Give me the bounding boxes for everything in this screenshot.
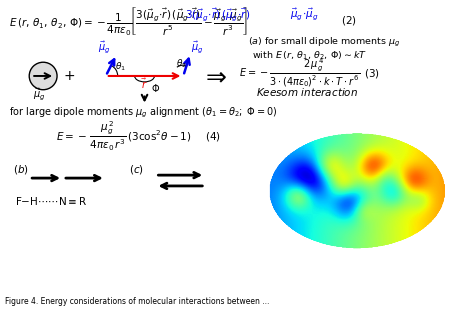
Text: $\vec{\mu}_g$: $\vec{\mu}_g$ [33,86,46,101]
Text: $E\,(r,\,\theta_1,\,\theta_2,\,\Phi) = -\dfrac{1}{4\pi\varepsilon_0}\!\left[\dfr: $E\,(r,\,\theta_1,\,\theta_2,\,\Phi) = -… [9,5,248,37]
Text: Figure 4. Energy considerations of molecular interactions between ...: Figure 4. Energy considerations of molec… [5,297,270,306]
Text: $\vec{r}$: $\vec{r}$ [141,77,148,91]
Text: F$-$H$\cdots\cdots$N$\equiv$R: F$-$H$\cdots\cdots$N$\equiv$R [15,195,88,207]
Text: $\theta_2$: $\theta_2$ [176,58,187,70]
Text: $\Rightarrow$: $\Rightarrow$ [201,64,228,88]
Text: $\vec{\mu}_g$: $\vec{\mu}_g$ [191,40,203,55]
Circle shape [29,62,57,90]
Text: $(4)$: $(4)$ [205,130,221,143]
Text: $\theta_1$: $\theta_1$ [115,61,126,73]
Text: $E = -\,\dfrac{\mu_g^{\,2}}{4\pi\varepsilon_0\,r^3}\,(3\cos^2\!\theta - 1)$: $E = -\,\dfrac{\mu_g^{\,2}}{4\pi\varepsi… [56,120,191,153]
Text: with $E\,(r,\,\theta_1,\,\theta_2,\,\Phi)\sim kT$: with $E\,(r,\,\theta_1,\,\theta_2,\,\Phi… [252,49,367,62]
Text: $\vec{\mu}_g$: $\vec{\mu}_g$ [98,40,110,55]
Text: $(c)$: $(c)$ [128,163,144,176]
Text: for large dipole moments $\mu_g$ alignment $(\theta_1 = \theta_2;\;\Phi=0)$: for large dipole moments $\mu_g$ alignme… [9,106,278,121]
Text: $+$: $+$ [63,69,75,83]
Text: $3(\vec{\mu}_g\!\cdot\!\vec{r})\,(\vec{\mu}_g\!\cdot\!\vec{r})$: $3(\vec{\mu}_g\!\cdot\!\vec{r})\,(\vec{\… [185,6,251,23]
Text: $\mathit{Keesom\ interaction}$: $\mathit{Keesom\ interaction}$ [256,86,359,98]
Text: $\vec{\mu}_g\!\cdot\!\vec{\mu}_g$: $\vec{\mu}_g\!\cdot\!\vec{\mu}_g$ [290,6,319,22]
Text: $E = -\dfrac{2\,\mu_g^{\,4}}{3\cdot(4\pi\varepsilon_0)^2\cdot k\cdot T\cdot r^6}: $E = -\dfrac{2\,\mu_g^{\,4}}{3\cdot(4\pi… [239,57,360,89]
Text: $(3)$: $(3)$ [364,67,380,80]
Text: $(a)$ for small dipole moments $\mu_g$: $(a)$ for small dipole moments $\mu_g$ [248,36,401,49]
Text: $(b)$: $(b)$ [13,163,29,176]
Text: $\Phi$: $\Phi$ [151,82,160,94]
Text: $(2)$: $(2)$ [341,14,357,28]
